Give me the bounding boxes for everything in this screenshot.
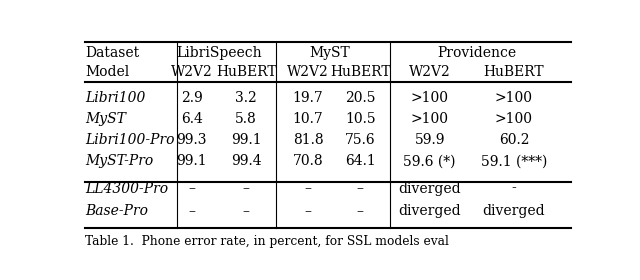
Text: W2V2: W2V2 [287,66,329,80]
Text: Base-Pro: Base-Pro [85,204,148,218]
Text: 75.6: 75.6 [345,133,376,147]
Text: HuBERT: HuBERT [216,66,276,80]
Text: 10.7: 10.7 [292,112,324,126]
Text: >100: >100 [495,91,533,105]
Text: 99.1: 99.1 [176,154,207,168]
Text: Dataset: Dataset [85,46,139,60]
Text: 64.1: 64.1 [345,154,376,168]
Text: >100: >100 [495,112,533,126]
Text: W2V2: W2V2 [409,66,451,80]
Text: 19.7: 19.7 [292,91,324,105]
Text: –: – [243,181,250,195]
Text: -: - [511,181,516,195]
Text: –: – [356,181,364,195]
Text: MyST: MyST [309,46,349,60]
Text: 10.5: 10.5 [345,112,376,126]
Text: Providence: Providence [437,46,516,60]
Text: 3.2: 3.2 [236,91,257,105]
Text: 99.3: 99.3 [177,133,207,147]
Text: LL4300-Pro: LL4300-Pro [85,181,168,195]
Text: Table 1.  Phone error rate, in percent, for SSL models eval: Table 1. Phone error rate, in percent, f… [85,235,449,248]
Text: 2.9: 2.9 [180,91,202,105]
Text: –: – [188,204,195,218]
Text: HuBERT: HuBERT [330,66,390,80]
Text: Model: Model [85,66,129,80]
Text: 5.8: 5.8 [236,112,257,126]
Text: 99.4: 99.4 [231,154,262,168]
Text: W2V2: W2V2 [171,66,212,80]
Text: 70.8: 70.8 [293,154,323,168]
Text: Libri100: Libri100 [85,91,145,105]
Text: –: – [305,204,312,218]
Text: 59.1 (***): 59.1 (***) [481,154,547,168]
Text: –: – [305,181,312,195]
Text: 20.5: 20.5 [345,91,376,105]
Text: 99.1: 99.1 [231,133,262,147]
Text: Libri100-Pro: Libri100-Pro [85,133,175,147]
Text: diverged: diverged [483,204,545,218]
Text: 59.9: 59.9 [415,133,445,147]
Text: LibriSpeech: LibriSpeech [176,46,262,60]
Text: HuBERT: HuBERT [484,66,544,80]
Text: MyST-Pro: MyST-Pro [85,154,153,168]
Text: diverged: diverged [398,204,461,218]
Text: 81.8: 81.8 [293,133,323,147]
Text: –: – [243,204,250,218]
Text: 59.6 (*): 59.6 (*) [403,154,456,168]
Text: –: – [188,181,195,195]
Text: >100: >100 [411,91,449,105]
Text: diverged: diverged [398,181,461,195]
Text: –: – [356,204,364,218]
Text: >100: >100 [411,112,449,126]
Text: 6.4: 6.4 [180,112,202,126]
Text: MyST: MyST [85,112,126,126]
Text: 60.2: 60.2 [499,133,529,147]
